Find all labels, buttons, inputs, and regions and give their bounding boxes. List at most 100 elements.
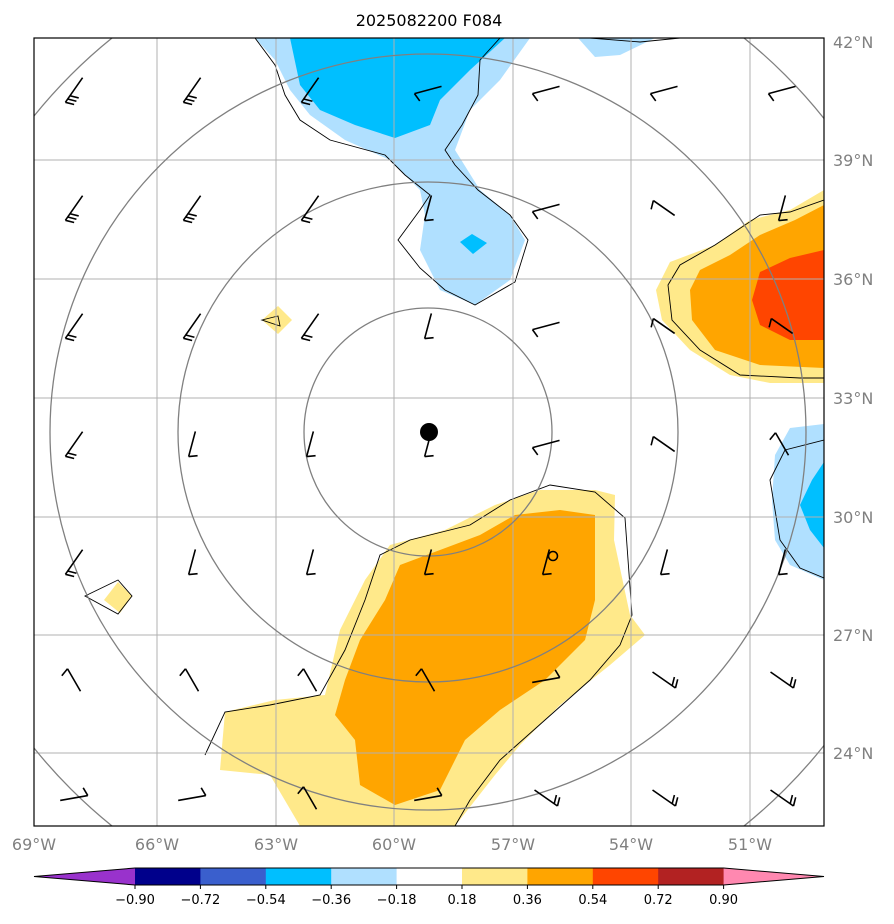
wind-barb-staff (532, 676, 560, 684)
wind-barb-staff (659, 549, 669, 575)
wind-barb-staff (300, 77, 320, 103)
lon-label-66w: 66°W (135, 835, 179, 854)
wind-barb-staff (652, 199, 676, 217)
lon-label-60w: 60°W (372, 835, 416, 854)
colorbar-bin (462, 868, 528, 885)
contour-line-east (667, 199, 824, 379)
lon-label-63w: 63°W (254, 835, 298, 854)
lat-label-30n: 30°N (833, 508, 873, 527)
wind-barb-staff (774, 432, 790, 456)
wind-barb-tick (303, 216, 313, 220)
wind-barb-tick (67, 216, 77, 220)
wind-barb-tick (187, 212, 197, 217)
colorbar-tick-label: 0.90 (709, 893, 738, 908)
wind-barb-tick (767, 93, 775, 102)
lat-label-36n: 36°N (833, 270, 873, 289)
lat-label-24n: 24°N (833, 744, 873, 763)
wind-barb-tick (67, 570, 77, 574)
wind-barb-tick (185, 216, 195, 220)
colorbar-tick-label: −0.36 (311, 893, 351, 908)
wind-barb-tick (436, 787, 443, 796)
wind-barb-staff (414, 794, 442, 802)
wind-barb-tick (671, 676, 676, 686)
wind-barb-tick (778, 218, 788, 222)
wind-barb-tick (650, 436, 655, 446)
wind-barb-tick (556, 797, 561, 807)
wind-barb-staff (541, 549, 551, 575)
wind-barb-tick (792, 679, 797, 689)
wind-barb-tick (303, 98, 313, 102)
wind-barb-tick (179, 668, 187, 677)
wind-barb-staff (300, 195, 320, 221)
wind-barb-staff (64, 195, 84, 221)
wind-barb-tick (69, 94, 79, 99)
wind-barb-staff (532, 203, 560, 213)
wind-barb-tick (531, 329, 539, 338)
contour-line-east-lower (769, 439, 824, 579)
wind-barb-tick (185, 334, 195, 338)
colorbar-tick-label: 0.36 (513, 893, 542, 908)
range-ring-1 (303, 307, 553, 557)
wind-barb-tick (297, 668, 305, 677)
wind-barb-tick (200, 787, 207, 796)
wind-barb-tick (67, 98, 77, 102)
wind-barb-tick (65, 337, 75, 342)
wind-barb-tick (554, 669, 561, 678)
wind-barb-tick (65, 101, 75, 106)
wind-barb-tick (65, 455, 75, 460)
wind-barb-tick (789, 794, 794, 804)
wind-barb-staff (64, 549, 84, 575)
wind-barb-tick (61, 668, 69, 677)
wind-barb-tick (649, 93, 657, 102)
wind-barb-staff (423, 195, 433, 221)
wind-barb-staff (305, 431, 315, 457)
wind-barb-tick (67, 334, 77, 338)
range-ring-2 (177, 181, 679, 683)
wind-barb-tick (778, 572, 788, 576)
wind-barb-tick (424, 572, 434, 576)
wind-barb-staff (64, 313, 84, 339)
contour-line-top-right (589, 38, 681, 43)
wind-barb-staff (423, 549, 433, 575)
wind-barb-tick (531, 211, 539, 220)
wind-barb-tick (188, 454, 198, 458)
wind-barb-tick (542, 572, 552, 576)
wind-barb-tick (424, 454, 434, 458)
positive-anomaly-spot-1 (262, 306, 292, 334)
wind-barb-staff (60, 794, 88, 802)
wind-barb-staff (420, 668, 436, 692)
map-frame (33, 37, 825, 827)
colorbar-tick-label: −0.90 (115, 893, 155, 908)
colorbar-tick-label: 0.18 (448, 893, 477, 908)
wind-barbs (60, 77, 797, 810)
wind-barb-tick (660, 572, 670, 576)
wind-barb-staff (305, 549, 315, 575)
wind-barb-staff (187, 549, 197, 575)
positive-anomaly-strong-east (752, 250, 824, 340)
wind-barb-tick (297, 786, 305, 795)
map-title: 2025082200 F084 (356, 11, 503, 30)
contour-line-south (204, 484, 633, 826)
lat-label-42n: 42°N (833, 33, 873, 52)
negative-anomaly-core-small (460, 234, 487, 254)
colorbar-tick-label: 0.72 (644, 893, 673, 908)
colorbar-bin (396, 868, 463, 885)
wind-barb-tick (424, 336, 434, 340)
wind-barb-staff (187, 431, 197, 457)
wind-barb-staff (178, 794, 206, 802)
lon-label-54w: 54°W (609, 835, 653, 854)
wind-barb-staff (300, 313, 320, 339)
colorbar-tick-label: −0.54 (246, 893, 286, 908)
colorbar-bin (200, 868, 267, 885)
wind-barb-tick (301, 337, 311, 342)
wind-barb-tick (768, 318, 773, 328)
lat-label-39n: 39°N (833, 151, 873, 170)
wind-barb-tick (650, 200, 655, 210)
wind-barb-tick (65, 219, 75, 224)
wind-barb-staff (532, 439, 560, 449)
wind-barb-tick (69, 212, 79, 217)
wind-barb-staff (650, 85, 678, 95)
wind-barb-staff (66, 668, 82, 692)
negative-anomaly-region-east (772, 424, 824, 580)
wind-barb-tick (650, 318, 655, 328)
